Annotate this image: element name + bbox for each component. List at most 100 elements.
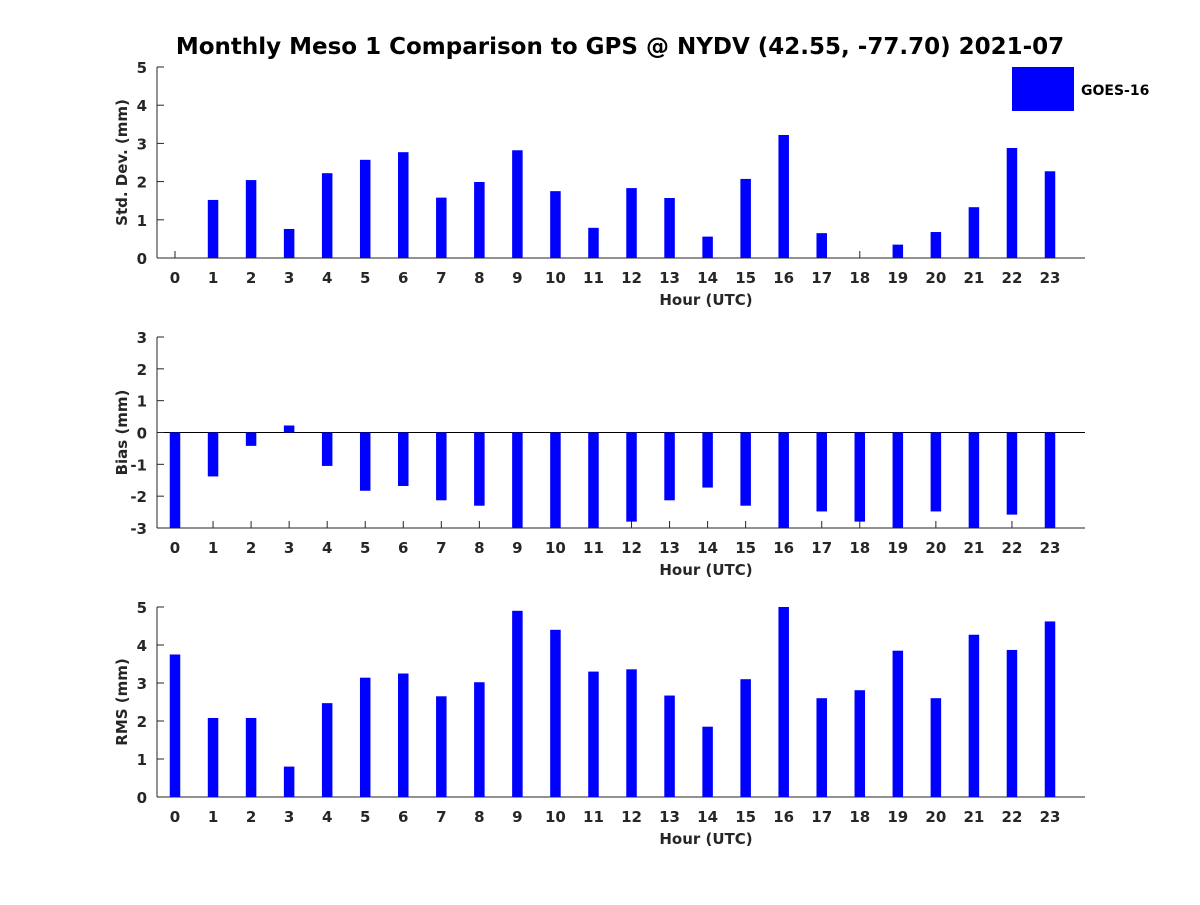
bias-y-tick-label: 3 (137, 329, 147, 347)
stddev-bar (474, 181, 485, 258)
stddev-x-tick-label: 2 (246, 269, 256, 287)
bias-x-tick-label: 15 (735, 539, 756, 557)
rms-bar (359, 677, 371, 797)
bias-bar (968, 432, 980, 528)
legend-label: GOES-16 (1081, 83, 1149, 99)
stddev-bar (702, 236, 713, 258)
rms-x-tick-label: 1 (208, 808, 218, 826)
stddev-bar (664, 198, 675, 258)
stddev-x-tick-label: 8 (474, 269, 484, 287)
rms-x-tick-label: 18 (849, 808, 870, 826)
rms-x-tick-label: 14 (697, 808, 718, 826)
rms-y-tick-label: 4 (137, 637, 147, 655)
stddev-bar (245, 180, 257, 258)
rms-x-tick-label: 10 (545, 808, 566, 826)
bias-bar (1044, 432, 1056, 528)
rms-bar (968, 634, 980, 797)
stddev-bar (398, 152, 409, 258)
bias-bar (854, 432, 866, 522)
rms-y-tick-label: 2 (137, 713, 147, 731)
stddev-bar (1006, 147, 1018, 258)
bias-x-tick-label: 20 (925, 539, 946, 557)
stddev-x-tick-label: 15 (735, 269, 756, 287)
rms-y-tick-label: 1 (137, 751, 147, 769)
rms-x-tick-label: 16 (773, 808, 794, 826)
rms-bar (1044, 621, 1056, 797)
rms-bar (207, 717, 219, 797)
stddev-y-tick-label: 0 (137, 250, 147, 268)
stddev-bar (930, 232, 942, 258)
bias-bar (436, 432, 447, 501)
bias-x-label: Hour (UTC) (659, 561, 752, 579)
stddev-bar (207, 199, 219, 258)
rms-bar (664, 695, 675, 797)
stddev-x-tick-label: 12 (621, 269, 642, 287)
stddev-x-tick-label: 4 (322, 269, 332, 287)
rms-bar (740, 679, 751, 797)
rms-x-tick-label: 17 (811, 808, 832, 826)
bias-x-tick-label: 11 (583, 539, 604, 557)
stddev-x-tick-label: 6 (398, 269, 408, 287)
stddev-y-tick-label: 4 (137, 97, 147, 115)
rms-bar (1006, 649, 1018, 797)
bias-x-tick-label: 1 (208, 539, 218, 557)
rms-x-tick-label: 9 (512, 808, 522, 826)
rms-bar (474, 682, 485, 797)
rms-bar (892, 650, 904, 797)
stddev-bar (436, 197, 447, 258)
rms-bar (436, 696, 447, 797)
stddev-y-tick-label: 1 (137, 212, 147, 230)
bias-x-tick-label: 16 (773, 539, 794, 557)
stddev-y-label: Std. Dev. (mm) (113, 99, 131, 226)
rms-bar (550, 629, 561, 797)
stddev-x-tick-label: 1 (208, 269, 218, 287)
rms-bar (816, 698, 827, 797)
stddev-bar (816, 233, 827, 258)
bias-y-tick-label: -2 (130, 488, 147, 506)
stddev-bar (968, 207, 980, 258)
rms-x-tick-label: 12 (621, 808, 642, 826)
stddev-x-tick-label: 9 (512, 269, 522, 287)
legend: GOES-16 (1012, 67, 1149, 111)
stddev-x-tick-label: 22 (1002, 269, 1023, 287)
stddev-x-tick-label: 5 (360, 269, 370, 287)
bias-x-tick-label: 8 (474, 539, 484, 557)
stddev-x-tick-label: 14 (697, 269, 718, 287)
rms-x-tick-label: 15 (735, 808, 756, 826)
bias-y-tick-label: 0 (137, 425, 147, 443)
stddev-x-tick-label: 18 (849, 269, 870, 287)
chart-title: Monthly Meso 1 Comparison to GPS @ NYDV … (176, 34, 1064, 60)
rms-bar (778, 607, 789, 797)
bias-bar (512, 432, 523, 528)
bias-x-tick-label: 21 (963, 539, 984, 557)
bias-bar (702, 432, 713, 488)
rms-x-tick-label: 19 (887, 808, 908, 826)
bias-x-tick-label: 17 (811, 539, 832, 557)
bias-x-tick-label: 19 (887, 539, 908, 557)
bias-bar (398, 432, 409, 486)
stddev-bar (359, 159, 371, 258)
rms-x-tick-label: 11 (583, 808, 604, 826)
rms-x-tick-label: 2 (246, 808, 256, 826)
bias-x-tick-label: 4 (322, 539, 332, 557)
bias-y-tick-label: 1 (137, 393, 147, 411)
bias-bar (816, 432, 827, 512)
rms-y-label: RMS (mm) (113, 658, 131, 745)
bias-bar (892, 432, 904, 528)
stddev-bar (626, 188, 637, 258)
bias-x-tick-label: 0 (170, 539, 180, 557)
rms-y-tick-label: 0 (137, 789, 147, 807)
bias-bar (283, 425, 295, 433)
rms-bar (702, 726, 713, 797)
rms-bar (854, 690, 866, 797)
rms-x-tick-label: 7 (436, 808, 446, 826)
bias-x-tick-label: 23 (1040, 539, 1061, 557)
stddev-x-tick-label: 7 (436, 269, 446, 287)
stddev-x-tick-label: 11 (583, 269, 604, 287)
rms-bar (321, 703, 333, 797)
stddev-bar (1044, 171, 1056, 258)
rms-bar (512, 610, 523, 797)
rms-bar (398, 673, 409, 797)
